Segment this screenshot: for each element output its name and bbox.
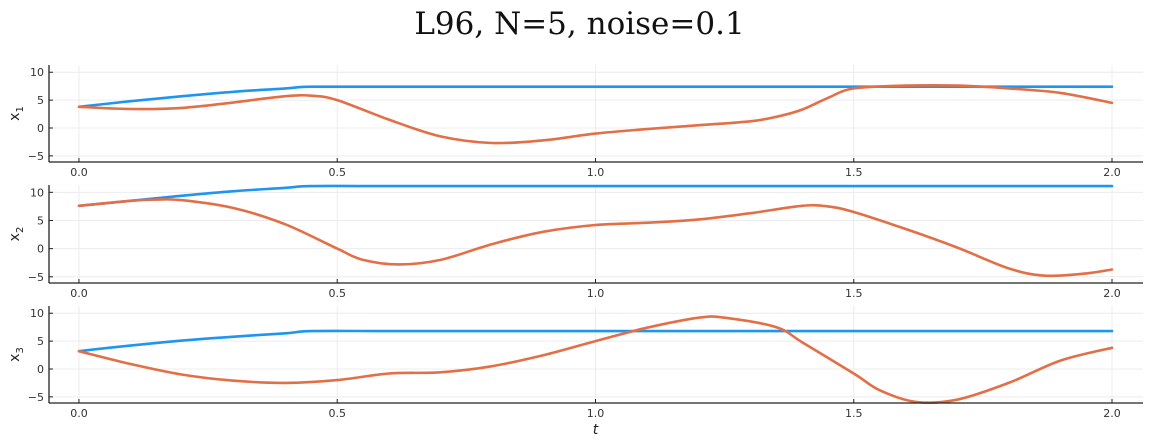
subplot-x3: 10 5 0 −5 0.0 0.5 1.0 1.5 2.0 x3 t: [7, 306, 1143, 438]
y-tick-label: 5: [37, 335, 44, 348]
x-tick-label: 0.5: [328, 407, 346, 420]
x-tick-label: 1.0: [587, 287, 605, 300]
line-series_1: [77, 329, 1114, 353]
y-tick-label: 5: [37, 214, 44, 227]
line-series_2: [77, 198, 1114, 278]
y-tick-label: 10: [30, 307, 44, 320]
x-tick-label: 2.0: [1103, 407, 1121, 420]
subplot-x2: 10 5 0 −5 0.0 0.5 1.0 1.5 2.0 x2: [7, 184, 1143, 300]
x-tick-label: 1.0: [587, 166, 605, 179]
y-tick-label: −5: [28, 391, 44, 404]
y-axis-label: x3: [7, 347, 26, 362]
y-axis-label: x2: [7, 227, 26, 242]
x-tick-label: 0.0: [70, 287, 88, 300]
y-tick-label: 5: [37, 94, 44, 107]
y-axis-label: x1: [7, 106, 26, 121]
line-series_1: [77, 184, 1114, 208]
x-tick-label: 0.5: [328, 287, 346, 300]
x-tick-label: 0.0: [70, 166, 88, 179]
x-tick-label: 1.5: [845, 407, 863, 420]
y-tick-label: −5: [28, 271, 44, 284]
y-tick-label: 10: [30, 66, 44, 79]
line-series_2: [77, 84, 1114, 145]
y-tick-label: 0: [37, 122, 44, 135]
x-tick-label: 1.5: [845, 287, 863, 300]
y-tick-label: −5: [28, 150, 44, 163]
y-tick-label: 0: [37, 363, 44, 376]
x-axis-label: t: [593, 422, 599, 438]
y-tick-label: 0: [37, 243, 44, 256]
subplot-x1: 10 5 0 −5 0.0 0.5 1.0 1.5 2.0 x1: [7, 65, 1143, 179]
x-tick-label: 0.0: [70, 407, 88, 420]
x-tick-label: 1.0: [587, 407, 605, 420]
y-tick-label: 10: [30, 186, 44, 199]
x-tick-label: 0.5: [328, 166, 346, 179]
x-tick-label: 1.5: [845, 166, 863, 179]
x-tick-label: 2.0: [1103, 166, 1121, 179]
chart-title: L96, N=5, noise=0.1: [414, 6, 745, 42]
x-tick-label: 2.0: [1103, 287, 1121, 300]
